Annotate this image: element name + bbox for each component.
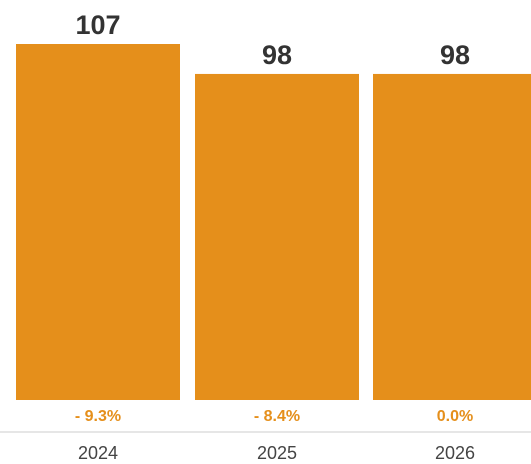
value-label-2026: 98 bbox=[440, 40, 470, 70]
x-tick-label-2025: 2025 bbox=[257, 443, 297, 463]
change-label-2026: 0.0% bbox=[437, 408, 473, 425]
bar-2025 bbox=[195, 73, 359, 401]
change-label-2024: - 9.3% bbox=[75, 408, 121, 425]
bar-2026 bbox=[373, 73, 531, 401]
x-tick-label-2026: 2026 bbox=[435, 443, 475, 463]
bars-layer bbox=[16, 44, 531, 401]
value-label-2024: 107 bbox=[75, 10, 120, 40]
bar-2024 bbox=[16, 44, 180, 400]
x-tick-label-2024: 2024 bbox=[78, 443, 118, 463]
value-label-2025: 98 bbox=[262, 40, 292, 70]
change-label-2025: - 8.4% bbox=[254, 408, 300, 425]
labels-layer: 107 - 9.3% 2024 98 - 8.4% 2025 98 0.0% 2026 bbox=[75, 10, 475, 463]
